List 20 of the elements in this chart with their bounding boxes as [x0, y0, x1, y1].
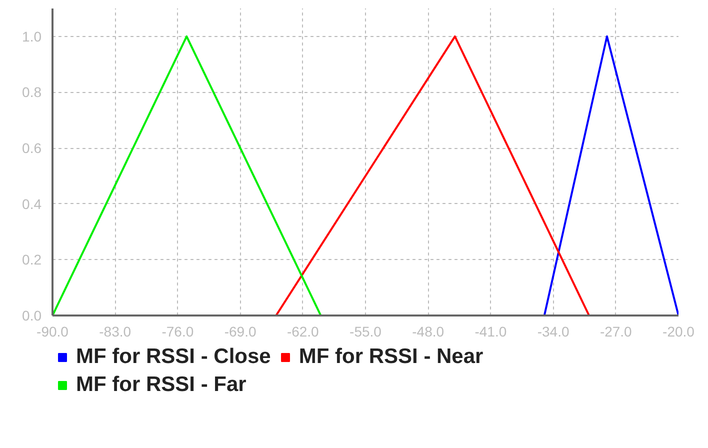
x-tick-label: -69.0	[224, 324, 256, 340]
legend-label: MF for RSSI - Far	[76, 373, 246, 397]
x-tick-label: -34.0	[537, 324, 570, 340]
y-tick-label: 0.6	[22, 140, 42, 156]
y-tick-label: 1.0	[22, 28, 42, 44]
x-tick-label: -27.0	[600, 324, 632, 340]
x-tick-label: -41.0	[474, 324, 507, 340]
x-tick-label: -62.0	[286, 324, 320, 340]
y-tick-label: 0.4	[22, 196, 42, 212]
x-tick-label: -48.0	[412, 324, 444, 340]
legend-label: MF for RSSI - Close	[76, 345, 271, 369]
x-tick-label: -90.0	[36, 324, 69, 340]
x-tick-label: -76.0	[162, 324, 194, 340]
legend-label: MF for RSSI - Near	[298, 345, 484, 369]
y-tick-label: 0.8	[22, 84, 42, 100]
y-tick-label: 0.0	[22, 308, 42, 324]
x-tick-label: -83.0	[99, 324, 132, 340]
x-tick-label: -20.0	[662, 324, 695, 340]
x-tick-label: -55.0	[350, 324, 382, 340]
y-tick-label: 0.2	[22, 252, 42, 268]
